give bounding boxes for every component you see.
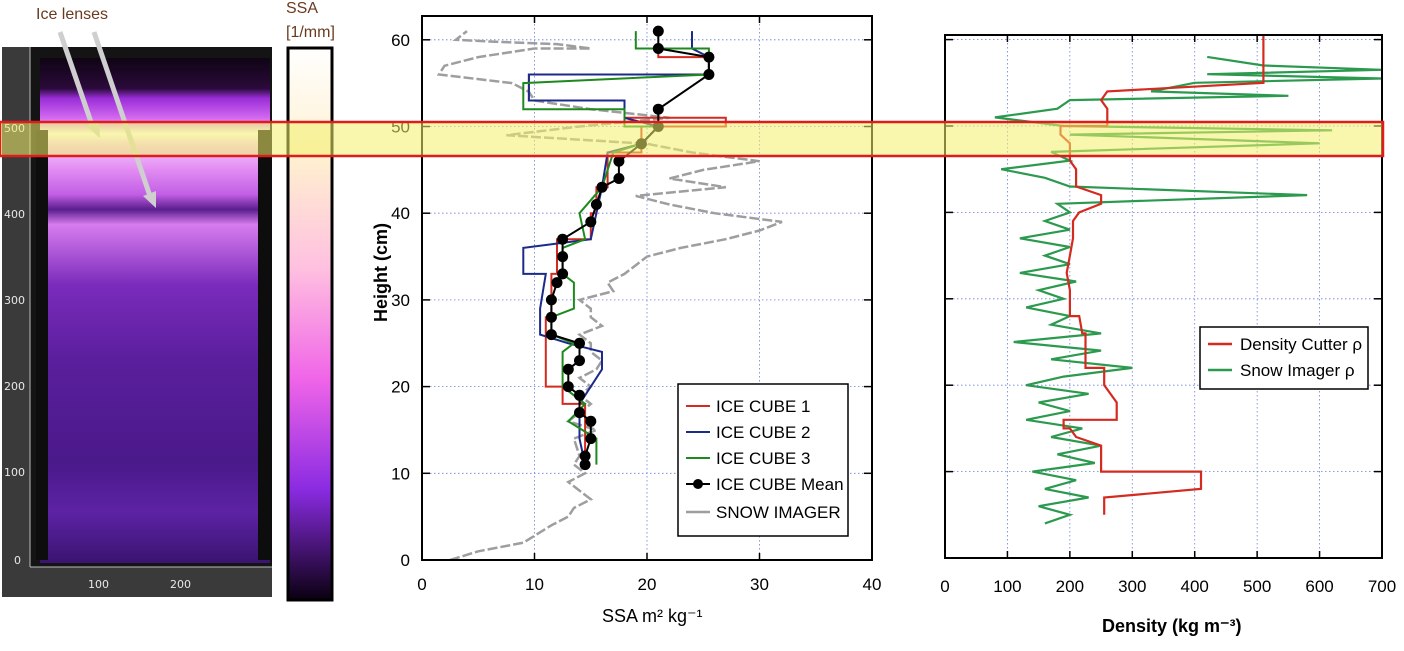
- mean-point: [596, 181, 608, 193]
- legend-label-ice-cube-3: ICE CUBE 3: [716, 449, 810, 468]
- mean-point: [557, 233, 569, 245]
- x-tick-label: 30: [750, 575, 769, 594]
- ssa-legend: ICE CUBE 1 ICE CUBE 2 ICE CUBE 3 ICE CUB…: [677, 383, 849, 537]
- series-line-density-cutter: [1059, 35, 1265, 515]
- x-tick-label: 300: [1118, 577, 1146, 596]
- density-plot-frame: [944, 34, 1383, 559]
- legend-label-snow-imager: SNOW IMAGER: [716, 503, 841, 522]
- x-tick-label: 700: [1368, 577, 1396, 596]
- mean-point: [545, 311, 557, 323]
- ice-lenses-label: Ice lenses: [36, 6, 108, 23]
- y-tick-label: 40: [391, 204, 410, 223]
- mean-point: [545, 294, 557, 306]
- mean-point: [579, 459, 591, 471]
- colorbar-title: SSA: [286, 0, 318, 17]
- legend-label-ice-cube-mean: ICE CUBE Mean: [716, 475, 844, 494]
- legend-label-ice-cube-2: ICE CUBE 2: [716, 423, 810, 442]
- mean-point: [562, 381, 574, 393]
- y-tick-label: 30: [391, 291, 410, 310]
- mean-point: [557, 251, 569, 263]
- mean-point: [557, 268, 569, 280]
- x-tick-label: 10: [525, 575, 544, 594]
- ssa-series-group: [436, 25, 783, 560]
- image-y-tick: 300: [4, 294, 25, 307]
- mean-point: [652, 25, 664, 37]
- x-tick-label: 40: [863, 575, 882, 594]
- legend-marker-ice-cube-mean: [693, 479, 703, 489]
- ssa-chart: 0102030400102030405060 SSA m² kg⁻¹ Heigh…: [371, 15, 882, 626]
- series-line-snow-imager: [994, 55, 1382, 525]
- ssa-y-axis-label: Height (cm): [371, 223, 391, 322]
- mean-point: [585, 415, 597, 427]
- image-y-tick: 100: [4, 466, 25, 479]
- mean-point: [574, 407, 585, 419]
- colorbar-unit: [1/mm]: [286, 24, 335, 41]
- image-x-tick: 200: [170, 578, 191, 591]
- mean-point: [703, 51, 715, 63]
- mean-point: [585, 433, 597, 445]
- image-x-tick: 100: [88, 578, 109, 591]
- ice-lens-highlight-band: [0, 120, 1385, 158]
- mean-point: [652, 43, 664, 54]
- series-line-snow-imager: [436, 30, 783, 560]
- legend-label-ice-cube-1: ICE CUBE 1: [716, 397, 810, 416]
- density-chart: 0 100 200 300 400 500 600 700 Density (kg m⁻³) …: [940, 34, 1396, 636]
- x-tick-label: 0: [417, 575, 426, 594]
- x-tick-label: 100: [993, 577, 1021, 596]
- density-ticks: 0 100 200 300 400 500 600 700: [940, 35, 1396, 596]
- mean-point: [613, 173, 625, 184]
- x-tick-label: 600: [1305, 577, 1333, 596]
- x-tick-label: 500: [1243, 577, 1271, 596]
- image-y-tick: 200: [4, 380, 25, 393]
- y-tick-label: 10: [391, 464, 410, 483]
- mean-point: [551, 277, 563, 289]
- y-tick-label: 0: [401, 551, 410, 570]
- legend-label-snow-imager-density: Snow Imager ρ: [1240, 361, 1355, 380]
- mean-point: [613, 155, 625, 167]
- series-line-ice-cube-3: [522, 31, 710, 465]
- x-tick-label: 0: [940, 577, 949, 596]
- mean-point: [574, 355, 585, 367]
- y-tick-label: 20: [391, 378, 410, 397]
- density-legend: Density Cutter ρ Snow Imager ρ: [1199, 326, 1369, 390]
- image-y-tick: 0: [14, 554, 21, 567]
- mean-point: [703, 69, 715, 80]
- x-tick-label: 20: [638, 575, 657, 594]
- x-tick-label: 400: [1181, 577, 1209, 596]
- colorbar: SSA [1/mm]: [286, 0, 335, 602]
- density-grid: [945, 35, 1382, 558]
- mean-point: [574, 389, 585, 401]
- mean-point: [590, 199, 602, 210]
- mean-point: [545, 329, 557, 341]
- legend-label-density-cutter: Density Cutter ρ: [1240, 335, 1362, 354]
- mean-point: [574, 337, 585, 349]
- density-series-group: [994, 35, 1382, 525]
- mean-point: [585, 216, 597, 228]
- x-tick-label: 200: [1056, 577, 1084, 596]
- image-y-tick: 400: [4, 208, 25, 221]
- mean-point: [579, 450, 591, 462]
- ssa-x-axis-label: SSA m² kg⁻¹: [602, 606, 703, 626]
- mean-point: [562, 363, 574, 375]
- mean-point: [652, 103, 664, 115]
- density-x-axis-label: Density (kg m⁻³): [1102, 616, 1242, 636]
- y-tick-label: 60: [391, 31, 410, 50]
